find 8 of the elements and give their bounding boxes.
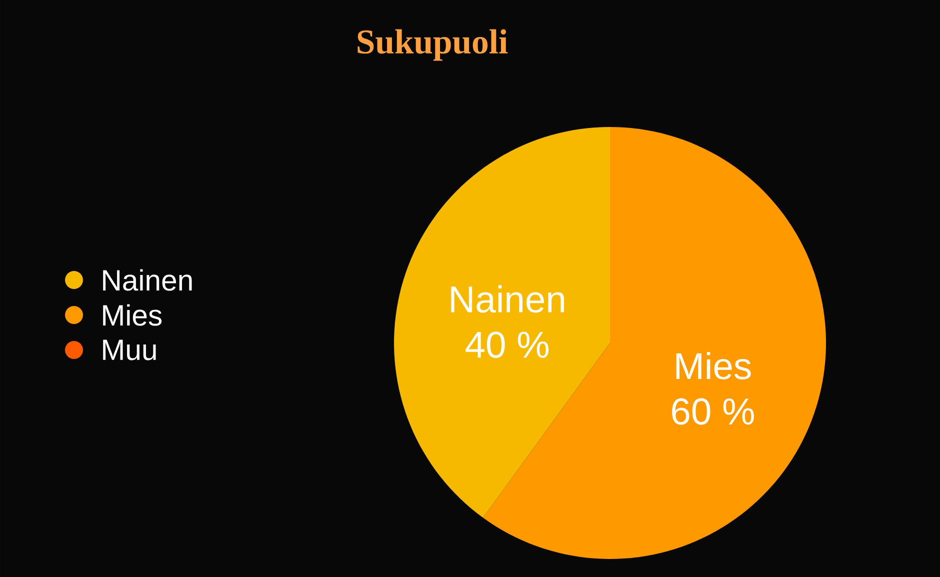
chart-title: Sukupuoli [358, 29, 508, 61]
legend-label: Nainen [103, 269, 192, 291]
legend-label: Mies [103, 304, 162, 326]
legend-label: Muu [103, 340, 156, 360]
data-label: 60 % [672, 398, 754, 425]
slice-label: Nainen [451, 285, 564, 313]
slice-label: Mies [676, 352, 751, 380]
data-label: 40 % [466, 332, 548, 358]
